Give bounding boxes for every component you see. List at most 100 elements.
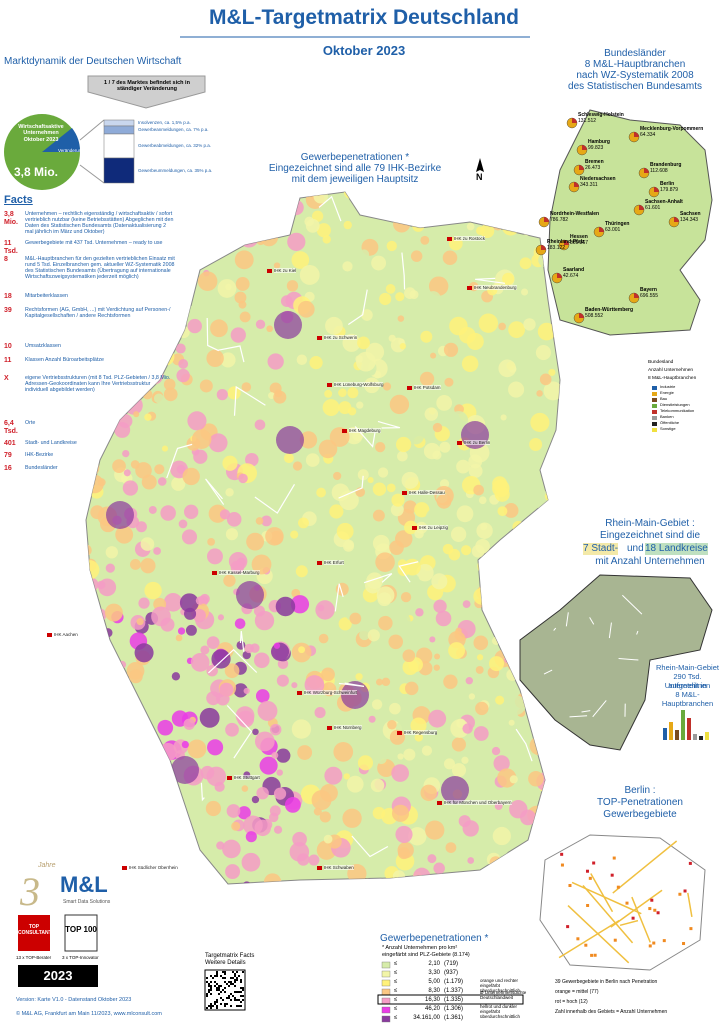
pie-value: 3,8 Mio. <box>14 165 59 179</box>
berlin-area <box>648 907 652 911</box>
qr-module <box>218 985 220 987</box>
qr-module <box>236 1005 238 1007</box>
penetration-area <box>193 449 208 464</box>
penetration-area <box>226 804 241 818</box>
penetration-area <box>395 292 405 302</box>
penetration-area <box>103 742 112 751</box>
penetration-area <box>253 652 270 669</box>
penetration-area <box>401 471 419 489</box>
state-name: Bayern <box>640 287 657 293</box>
penetration-area <box>86 803 96 816</box>
penetration-area <box>218 199 226 206</box>
legend-value: 8,30 <box>428 988 440 994</box>
penetration-area <box>468 693 476 700</box>
ihk-border <box>206 317 219 352</box>
ihk-marker <box>267 269 272 273</box>
penetration-area <box>171 672 181 681</box>
qr-module <box>210 989 212 991</box>
berlin-road <box>612 840 678 894</box>
logo-brand: M&L <box>60 872 108 897</box>
penetration-area <box>187 739 207 759</box>
fact-text: Umsatzklassen <box>25 343 61 349</box>
berlin-area <box>678 892 682 896</box>
penetration-area <box>205 800 222 817</box>
penetration-area <box>386 240 397 252</box>
footer-text: © M&L AG, Frankfurt am Main 11/2023, www… <box>16 1011 162 1017</box>
penetration-area <box>397 753 404 760</box>
penetration-area <box>466 222 475 231</box>
penetration-area <box>456 459 471 474</box>
penetration-area <box>319 811 331 823</box>
market-bar <box>103 157 135 184</box>
legend-value: 46,20 <box>424 1006 440 1012</box>
penetration-area <box>537 322 556 341</box>
qr-module <box>236 999 238 1001</box>
penetration-area <box>304 675 325 695</box>
rm-box-text: aufgeteilt in <box>668 681 707 690</box>
penetration-area <box>371 699 383 710</box>
states-heading: 8 M&L-Hauptbranchen <box>584 59 686 70</box>
footer-text: Version: Karte V1.0 - Datenstand Oktober… <box>16 997 132 1003</box>
qr-module <box>216 983 218 985</box>
penetration-area <box>478 313 499 333</box>
legend-note: * Anzahl Unternehmen pro km² <box>382 945 458 951</box>
penetration-area <box>292 461 303 471</box>
penetration-area <box>291 682 298 689</box>
penetration-area <box>267 353 284 370</box>
penetration-area <box>493 755 510 772</box>
penetration-area <box>325 316 343 335</box>
qr-module <box>234 985 236 987</box>
penetration-area <box>375 552 395 572</box>
penetration-area <box>181 740 189 749</box>
state-count: 134.343 <box>680 217 699 223</box>
penetration-area <box>359 249 370 260</box>
qr-module <box>210 987 212 989</box>
city-cluster <box>236 581 264 609</box>
arrow-text: 1 / 7 des Marktes befindet sich in ständ… <box>104 80 190 93</box>
state-name: Nordrhein-Westfalen <box>550 211 600 217</box>
ihk-border <box>338 475 364 499</box>
penetration-area <box>86 674 106 693</box>
rm-highlight: 18 Landkreise <box>645 543 708 555</box>
qr-module <box>234 973 236 975</box>
qr-module <box>236 977 238 979</box>
fact-text: IHK-Bezirke <box>25 452 54 458</box>
penetration-area <box>356 351 376 372</box>
badge-caption: 13 x TOP-Berater <box>16 955 52 960</box>
penetration-area <box>376 209 386 220</box>
penetration-area <box>237 806 251 820</box>
rm-heading: Rhein-Main-Gebiet : <box>605 518 695 529</box>
penetration-area <box>389 394 410 415</box>
penetration-area <box>546 479 559 492</box>
penetration-area <box>88 842 96 850</box>
legend-symbol: ≤ <box>394 988 398 994</box>
legend-value: 16,30 <box>424 997 440 1003</box>
penetration-area <box>309 356 323 370</box>
qr-module <box>236 991 238 993</box>
penetration-area <box>237 207 251 221</box>
legend-symbol: ≤ <box>394 970 398 976</box>
berlin-area <box>585 869 589 873</box>
penetration-area <box>273 787 287 800</box>
title: M&L-Targetmatrix Deutschland <box>209 6 519 29</box>
berlin-road <box>619 919 639 927</box>
penetration-area <box>312 210 324 222</box>
ihk-label: IHK Lüneburg-Wolfsburg <box>334 382 384 388</box>
legend-swatch <box>652 410 657 414</box>
penetration-area <box>243 687 250 695</box>
berlin-area <box>566 925 570 929</box>
penetration-area <box>521 607 535 621</box>
penetration-area <box>171 476 186 491</box>
penetration-area <box>349 612 362 625</box>
penetration-area <box>206 636 220 649</box>
penetration-area <box>206 349 224 368</box>
penetration-area <box>113 718 134 739</box>
penetration-area <box>225 283 232 291</box>
penetration-area <box>378 615 393 631</box>
penetration-area <box>379 292 392 306</box>
fact-number: 8 <box>4 256 8 263</box>
penetration-area <box>163 387 178 402</box>
state-count: 179.879 <box>660 187 679 193</box>
state-count: 26.473 <box>585 165 601 171</box>
states-legend-item: Energie <box>660 390 674 395</box>
